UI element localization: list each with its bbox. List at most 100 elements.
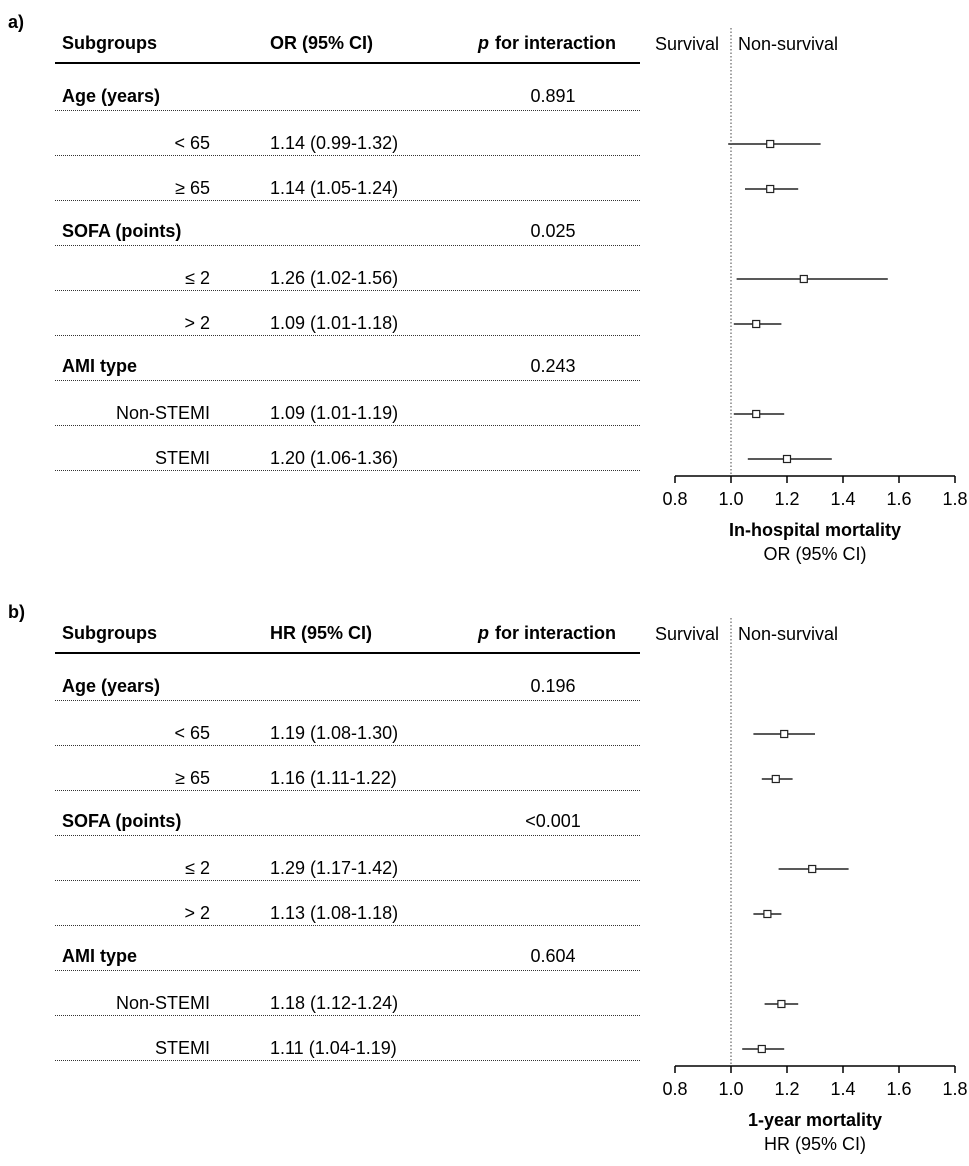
p-interaction-value: <0.001 — [525, 811, 581, 831]
row-separator — [55, 1060, 640, 1061]
estimate-ci-text: 1.11 (1.04-1.19) — [270, 1038, 397, 1058]
x-axis-tick-label: 1.4 — [830, 489, 855, 509]
row-separator — [55, 380, 640, 381]
estimate-ci-text: 1.29 (1.17-1.42) — [270, 858, 399, 878]
row-separator — [55, 745, 640, 746]
forest-plot-area: 0.8 1.0 1.2 1.4 1.6 1.8 — [662, 618, 968, 1099]
point-estimate-marker — [782, 454, 792, 464]
direction-label-survival: Survival — [655, 34, 720, 54]
subgroup-level-label: < 65 — [174, 133, 210, 153]
forest-panel-b: b) Subgroups HR (95% CI) p for interactio… — [0, 590, 969, 1166]
header-estimate: HR (95% CI) — [270, 623, 373, 643]
subgroup-level-label: Non-STEMI — [115, 993, 210, 1013]
subgroup-heading: SOFA (points) — [62, 221, 182, 241]
forest-plot-area: 0.8 1.0 1.2 1.4 1.6 1.8 — [662, 28, 968, 509]
subgroup-heading: AMI type — [62, 356, 138, 376]
row-separator — [55, 290, 640, 291]
point-estimate-marker — [752, 319, 761, 329]
header-rule — [55, 652, 640, 654]
subgroup-level-label: ≥ 65 — [175, 768, 210, 788]
row-separator — [55, 700, 640, 701]
row-separator — [55, 1015, 640, 1016]
x-axis-title: In-hospital mortality — [728, 520, 901, 540]
subgroup-level-label: ≤ 2 — [185, 858, 210, 878]
x-axis-tick-label: 1.6 — [886, 1079, 911, 1099]
x-axis-subtitle: OR (95% CI) — [763, 544, 867, 564]
subgroup-level-label: > 2 — [184, 903, 210, 923]
estimate-ci-text: 1.18 (1.12-1.24) — [270, 993, 399, 1013]
point-estimate-marker — [808, 864, 817, 874]
p-interaction-value: 0.025 — [530, 221, 576, 241]
header-subgroups: Subgroups — [62, 33, 157, 53]
point-estimate-marker — [766, 184, 775, 194]
x-axis-tick-label: 1.8 — [942, 489, 967, 509]
row-separator — [55, 970, 640, 971]
row-separator — [55, 200, 640, 201]
estimate-ci-text: 1.14 (0.99-1.32) — [270, 133, 399, 153]
p-interaction-value: 0.196 — [530, 676, 576, 696]
row-separator — [55, 925, 640, 926]
p-interaction-value: 0.891 — [530, 86, 576, 106]
point-estimate-marker — [777, 999, 786, 1009]
direction-label-non-survival: Non-survival — [738, 624, 839, 644]
row-separator — [55, 835, 640, 836]
point-estimate-marker — [771, 774, 780, 784]
subgroup-level-label: ≤ 2 — [185, 268, 210, 288]
header-rule — [55, 62, 640, 64]
panel-label: b) — [8, 602, 25, 622]
header-subgroups: Subgroups — [62, 623, 157, 643]
subgroup-level-label: > 2 — [184, 313, 210, 333]
row-separator — [55, 110, 640, 111]
point-estimate-marker — [766, 139, 775, 149]
x-axis-tick-label: 0.8 — [662, 1079, 687, 1099]
header-p-interaction: p for interaction — [478, 33, 616, 54]
header-estimate: OR (95% CI) — [270, 33, 374, 53]
point-estimate-marker — [763, 909, 772, 919]
estimate-ci-text: 1.26 (1.02-1.56) — [270, 268, 399, 288]
estimate-ci-text: 1.09 (1.01-1.19) — [270, 403, 399, 423]
subgroup-level-label: ≥ 65 — [175, 178, 210, 198]
point-estimate-marker — [752, 409, 761, 419]
point-estimate-marker — [780, 729, 789, 739]
row-separator — [55, 245, 640, 246]
estimate-ci-text: 1.14 (1.05-1.24) — [270, 178, 399, 198]
row-separator — [55, 790, 640, 791]
subgroup-level-label: Non-STEMI — [115, 403, 210, 423]
x-axis-tick-label: 1.2 — [774, 1079, 799, 1099]
row-separator — [55, 425, 640, 426]
x-axis-tick-label: 1.0 — [718, 489, 743, 509]
estimate-ci-text: 1.16 (1.11-1.22) — [270, 768, 397, 788]
header-p-text: for interaction — [495, 33, 617, 53]
subgroup-heading: Age (years) — [62, 676, 161, 696]
x-axis-tick-label: 1.0 — [718, 1079, 743, 1099]
x-axis-tick-label: 1.2 — [774, 489, 799, 509]
row-separator — [55, 470, 640, 471]
forest-panel-a: a) Subgroups OR (95% CI) p for interactio… — [0, 0, 969, 576]
estimate-ci-text: 1.13 (1.08-1.18) — [270, 903, 399, 923]
x-axis-tick-label: 1.4 — [830, 1079, 855, 1099]
estimate-ci-text: 1.19 (1.08-1.30) — [270, 723, 399, 743]
estimate-ci-text: 1.20 (1.06-1.36) — [270, 448, 399, 468]
row-separator — [55, 880, 640, 881]
point-estimate-marker — [799, 274, 808, 284]
direction-label-non-survival: Non-survival — [738, 34, 839, 54]
p-interaction-value: 0.604 — [530, 946, 576, 966]
x-axis-subtitle: HR (95% CI) — [763, 1134, 866, 1154]
panel-label: a) — [8, 12, 25, 32]
header-p-symbol: p — [478, 33, 489, 53]
subgroup-heading: AMI type — [62, 946, 138, 966]
x-axis-title: 1-year mortality — [747, 1110, 883, 1130]
direction-label-survival: Survival — [655, 624, 720, 644]
x-axis-tick-label: 1.8 — [942, 1079, 967, 1099]
header-p-text: for interaction — [495, 623, 617, 643]
x-axis-tick-label: 0.8 — [662, 489, 687, 509]
subgroup-heading: Age (years) — [62, 86, 161, 106]
row-separator — [55, 155, 640, 156]
p-interaction-value: 0.243 — [530, 356, 576, 376]
subgroup-level-label: STEMI — [154, 448, 210, 468]
header-p-interaction: p for interaction — [478, 623, 616, 644]
row-separator — [55, 335, 640, 336]
point-estimate-marker — [757, 1044, 766, 1054]
estimate-ci-text: 1.09 (1.01-1.18) — [270, 313, 399, 333]
subgroup-heading: SOFA (points) — [62, 811, 182, 831]
